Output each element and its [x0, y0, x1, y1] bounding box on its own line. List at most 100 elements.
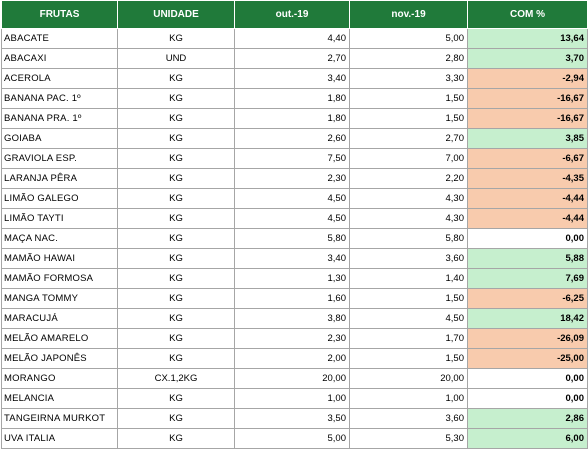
price-nov-cell: 4,50	[349, 308, 468, 329]
unit-cell: KG	[117, 328, 235, 349]
fruit-name-cell: LARANJA PÊRA	[1, 168, 118, 189]
table-row: LIMÃO GALEGO KG 4,50 4,30 -4,44	[1, 188, 588, 209]
table-row: MAMÃO HAWAI KG 3,40 3,60 5,88	[1, 248, 588, 269]
fruit-name-cell: GOIABA	[1, 128, 118, 149]
table-header: FRUTAS UNIDADE out.-19 nov.-19 COM %	[1, 0, 588, 29]
fruit-name-cell: ACEROLA	[1, 68, 118, 89]
change-pct-cell: -26,09	[467, 328, 588, 349]
price-nov-cell: 1,50	[349, 108, 468, 129]
header-nov: nov.-19	[349, 0, 468, 29]
fruit-name-cell: MELÃO AMARELO	[1, 328, 118, 349]
table-row: BANANA PRA. 1º KG 1,80 1,50 -16,67	[1, 108, 588, 129]
table-row: MARACUJÁ KG 3,80 4,50 18,42	[1, 308, 588, 329]
unit-cell: KG	[117, 228, 235, 249]
header-oct: out.-19	[234, 0, 350, 29]
table-row: BANANA PAC. 1º KG 1,80 1,50 -16,67	[1, 88, 588, 109]
price-oct-cell: 3,50	[234, 408, 350, 429]
price-oct-cell: 5,80	[234, 228, 350, 249]
change-pct-cell: 18,42	[467, 308, 588, 329]
unit-cell: KG	[117, 288, 235, 309]
change-pct-cell: -4,44	[467, 208, 588, 229]
unit-cell: KG	[117, 348, 235, 369]
price-nov-cell: 7,00	[349, 148, 468, 169]
change-pct-cell: 6,00	[467, 428, 588, 449]
price-oct-cell: 4,50	[234, 208, 350, 229]
fruit-name-cell: MARACUJÁ	[1, 308, 118, 329]
change-pct-cell: 3,85	[467, 128, 588, 149]
fruit-name-cell: MAÇA NAC.	[1, 228, 118, 249]
unit-cell: KG	[117, 68, 235, 89]
unit-cell: KG	[117, 248, 235, 269]
price-oct-cell: 1,30	[234, 268, 350, 289]
price-table: FRUTAS UNIDADE out.-19 nov.-19 COM % ABA…	[1, 0, 588, 449]
price-nov-cell: 4,30	[349, 208, 468, 229]
price-oct-cell: 7,50	[234, 148, 350, 169]
change-pct-cell: 0,00	[467, 388, 588, 409]
price-nov-cell: 1,00	[349, 388, 468, 409]
table-row: LIMÃO TAYTI KG 4,50 4,30 -4,44	[1, 208, 588, 229]
price-oct-cell: 3,40	[234, 68, 350, 89]
unit-cell: KG	[117, 408, 235, 429]
fruit-name-cell: MANGA TOMMY	[1, 288, 118, 309]
change-pct-cell: -4,35	[467, 168, 588, 189]
change-pct-cell: 13,64	[467, 28, 588, 49]
table-row: ABACATE KG 4,40 5,00 13,64	[1, 28, 588, 49]
price-oct-cell: 2,30	[234, 168, 350, 189]
fruit-name-cell: ABACAXI	[1, 48, 118, 69]
unit-cell: KG	[117, 28, 235, 49]
change-pct-cell: -16,67	[467, 108, 588, 129]
change-pct-cell: 3,70	[467, 48, 588, 69]
fruit-name-cell: TANGEIRNA MURKOT	[1, 408, 118, 429]
price-oct-cell: 2,30	[234, 328, 350, 349]
unit-cell: CX.1,2KG	[117, 368, 235, 389]
price-nov-cell: 5,80	[349, 228, 468, 249]
fruit-name-cell: GRAVIOLA ESP.	[1, 148, 118, 169]
price-nov-cell: 1,50	[349, 348, 468, 369]
change-pct-cell: 7,69	[467, 268, 588, 289]
change-pct-cell: -2,94	[467, 68, 588, 89]
change-pct-cell: -25,00	[467, 348, 588, 369]
price-oct-cell: 4,50	[234, 188, 350, 209]
table-row: MORANGO CX.1,2KG 20,00 20,00 0,00	[1, 368, 588, 389]
table-row: MAÇA NAC. KG 5,80 5,80 0,00	[1, 228, 588, 249]
price-nov-cell: 3,60	[349, 408, 468, 429]
unit-cell: KG	[117, 108, 235, 129]
price-nov-cell: 5,30	[349, 428, 468, 449]
price-oct-cell: 4,40	[234, 28, 350, 49]
unit-cell: KG	[117, 128, 235, 149]
fruit-name-cell: MAMÃO HAWAI	[1, 248, 118, 269]
table-row: MELÃO AMARELO KG 2,30 1,70 -26,09	[1, 328, 588, 349]
unit-cell: UND	[117, 48, 235, 69]
price-nov-cell: 5,00	[349, 28, 468, 49]
price-nov-cell: 3,60	[349, 248, 468, 269]
change-pct-cell: -4,44	[467, 188, 588, 209]
price-oct-cell: 1,60	[234, 288, 350, 309]
fruit-name-cell: MAMÃO FORMOSA	[1, 268, 118, 289]
table-row: LARANJA PÊRA KG 2,30 2,20 -4,35	[1, 168, 588, 189]
change-pct-cell: 2,86	[467, 408, 588, 429]
change-pct-cell: -16,67	[467, 88, 588, 109]
price-nov-cell: 2,20	[349, 168, 468, 189]
table-row: MANGA TOMMY KG 1,60 1,50 -6,25	[1, 288, 588, 309]
fruit-name-cell: MORANGO	[1, 368, 118, 389]
table-row: UVA ITALIA KG 5,00 5,30 6,00	[1, 428, 588, 449]
unit-cell: KG	[117, 428, 235, 449]
price-oct-cell: 5,00	[234, 428, 350, 449]
unit-cell: KG	[117, 268, 235, 289]
unit-cell: KG	[117, 208, 235, 229]
price-oct-cell: 3,40	[234, 248, 350, 269]
table-row: ABACAXI UND 2,70 2,80 3,70	[1, 48, 588, 69]
unit-cell: KG	[117, 308, 235, 329]
header-pct: COM %	[467, 0, 588, 29]
price-oct-cell: 2,70	[234, 48, 350, 69]
unit-cell: KG	[117, 388, 235, 409]
header-fruit: FRUTAS	[1, 0, 118, 29]
unit-cell: KG	[117, 188, 235, 209]
change-pct-cell: 0,00	[467, 228, 588, 249]
change-pct-cell: 5,88	[467, 248, 588, 269]
header-row: FRUTAS UNIDADE out.-19 nov.-19 COM %	[1, 0, 588, 29]
price-oct-cell: 2,00	[234, 348, 350, 369]
price-nov-cell: 3,30	[349, 68, 468, 89]
fruit-name-cell: BANANA PRA. 1º	[1, 108, 118, 129]
price-nov-cell: 1,50	[349, 288, 468, 309]
